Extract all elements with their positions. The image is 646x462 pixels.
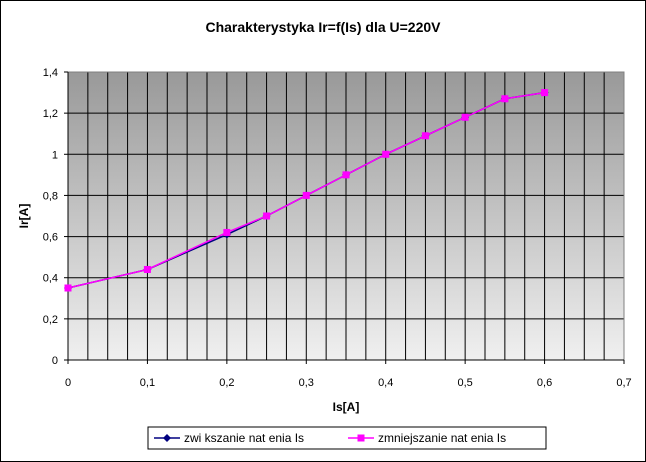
legend-marker-series-2 bbox=[357, 434, 365, 442]
data-point-series-2 bbox=[421, 132, 429, 140]
data-point-series-2 bbox=[382, 150, 390, 158]
grid-layer bbox=[67, 71, 625, 361]
y-tick-label: 1,4 bbox=[43, 67, 58, 79]
data-point-series-2 bbox=[461, 113, 469, 121]
x-axis-label: Is[A] bbox=[333, 400, 360, 414]
y-axis-label: Ir[A] bbox=[17, 204, 31, 229]
x-tick-label: 0,6 bbox=[537, 377, 552, 389]
y-tick-label: 0,8 bbox=[43, 190, 58, 202]
legend-label-series-1: zwi kszanie nat enia Is bbox=[184, 431, 304, 445]
data-point-series-2 bbox=[64, 284, 72, 292]
chart-title: Charakterystyka Ir=f(Is) dla U=220V bbox=[205, 19, 441, 35]
legend-marker-series-1 bbox=[163, 434, 171, 442]
data-point-series-2 bbox=[263, 212, 271, 220]
x-tick-label: 0,5 bbox=[457, 377, 472, 389]
data-point-series-2 bbox=[342, 171, 350, 179]
y-tick-label: 0,4 bbox=[43, 273, 58, 285]
x-tick-label: 0,3 bbox=[299, 377, 314, 389]
y-tick-label: 1,2 bbox=[43, 108, 58, 120]
y-tick-label: 0,2 bbox=[43, 314, 58, 326]
x-tick-label: 0 bbox=[65, 377, 71, 389]
legend: zwi kszanie nat enia Is zmniejszanie nat… bbox=[147, 426, 547, 450]
data-point-series-2 bbox=[541, 89, 549, 97]
data-point-series-2 bbox=[143, 265, 151, 273]
x-tick-label: 0,2 bbox=[219, 377, 234, 389]
legend-label-series-2: zmniejszanie nat enia Is bbox=[378, 431, 506, 445]
legend-box bbox=[147, 426, 547, 450]
y-tick-label: 1 bbox=[52, 149, 58, 161]
series-layer bbox=[64, 88, 549, 292]
y-tick-label: 0 bbox=[52, 355, 58, 367]
axis-layer: 0 0,1 0,2 0,3 0,4 0,5 0,6 0,7 0 0,2 0,4 0,6 0,8 1 1,2 1… bbox=[43, 67, 632, 389]
x-tick-label: 0,7 bbox=[616, 377, 631, 389]
data-point-series-2 bbox=[302, 191, 310, 199]
x-tick-label: 0,4 bbox=[378, 377, 393, 389]
y-tick-label: 0,6 bbox=[43, 232, 58, 244]
data-point-series-2 bbox=[501, 95, 509, 103]
data-point-series-2 bbox=[223, 228, 231, 236]
x-tick-label: 0,1 bbox=[140, 377, 155, 389]
